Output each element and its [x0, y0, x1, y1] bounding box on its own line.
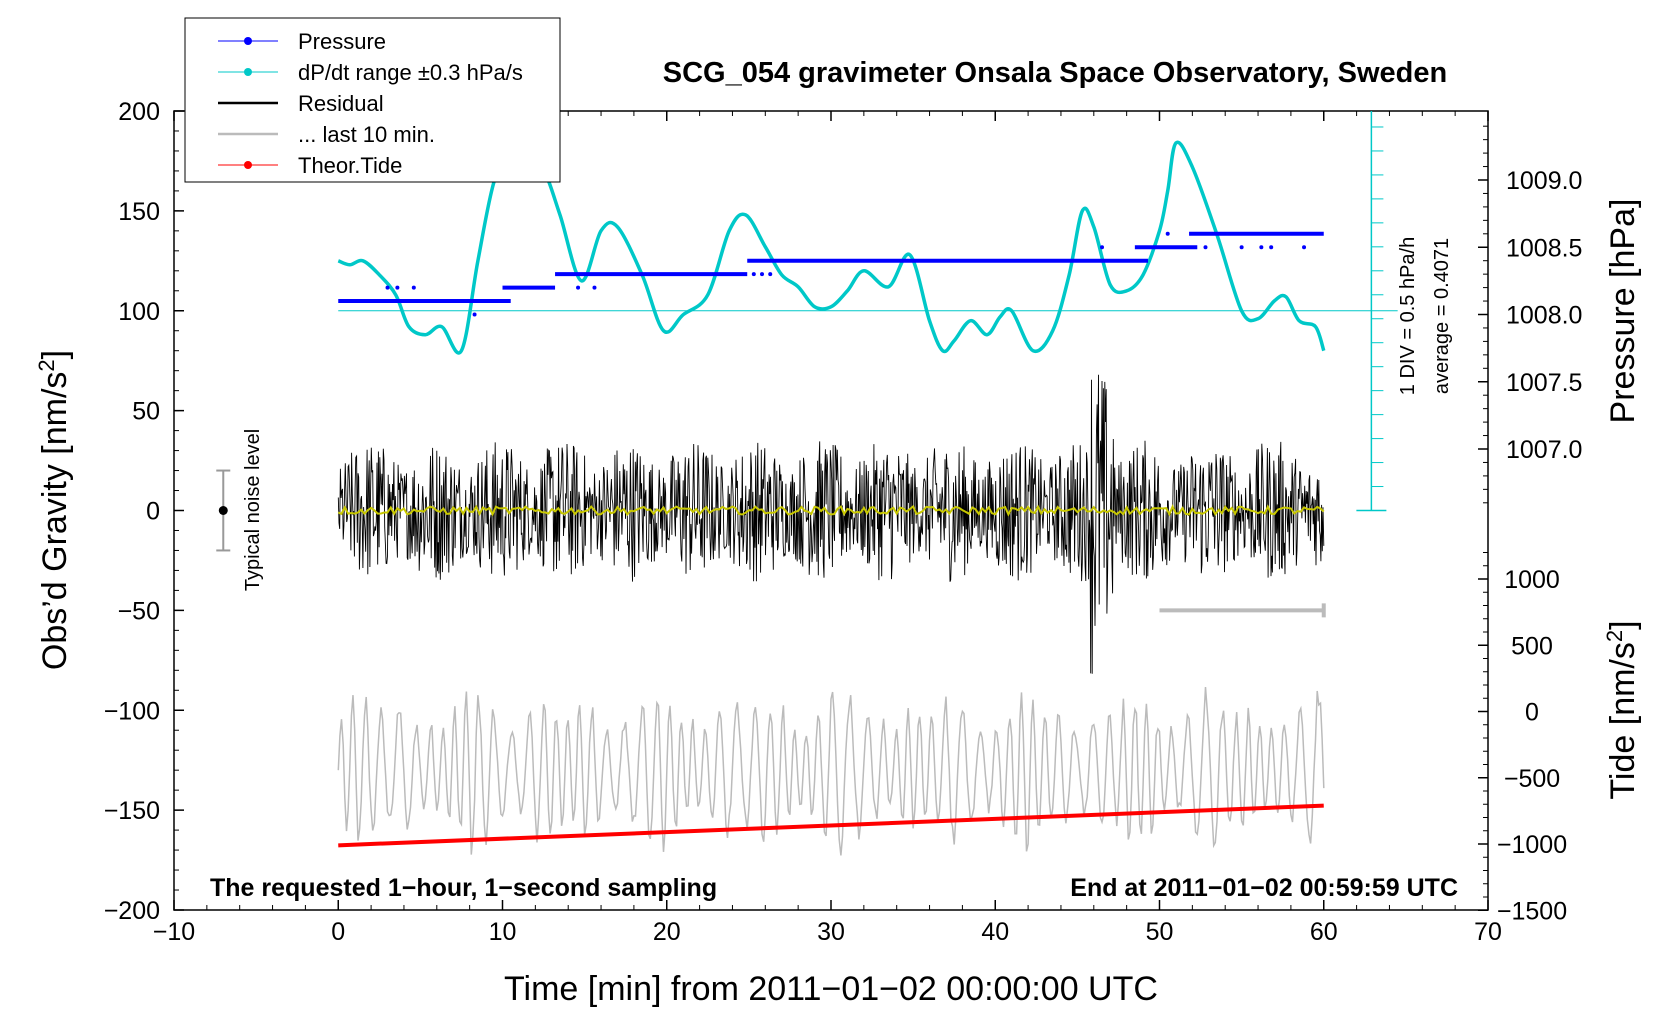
- pressure-point: [1165, 231, 1170, 236]
- dpdt-scale-bar: [338, 111, 1398, 512]
- noise-bar-center: [218, 506, 228, 515]
- tide-tick-label: −1000: [1497, 831, 1567, 859]
- x-axis-title: Time [min] from 2011−01−02 00:00:00 UTC: [504, 970, 1158, 1008]
- last10-series: [337, 603, 1326, 856]
- x-tick-label: 60: [1310, 918, 1338, 946]
- left-tick-label: 0: [146, 498, 160, 526]
- pressure-axis-ticks: 1009.0 1008.5 1008.0 1007.5 1007.0: [1478, 125, 1582, 504]
- residual-series: [337, 374, 1325, 674]
- x-tick-label: −10: [153, 918, 195, 946]
- dpdt-line: [337, 140, 1326, 355]
- x-tick-label: 10: [489, 918, 517, 946]
- pressure-point: [576, 285, 581, 290]
- tide-axis-title-end: ]: [1604, 620, 1642, 629]
- x-axis-ticks: −10 0 10 20 30 40 50 60 70: [153, 111, 1502, 946]
- tide-axis-title: Tide [nm/s2]: [1602, 620, 1642, 799]
- annotation-scale-div: 1 DIV = 0.5 hPa/h: [1397, 237, 1419, 395]
- legend-label: Residual: [298, 91, 384, 116]
- left-axis-title-main: Obs’d Gravity [nm/s: [36, 372, 74, 671]
- pressure-point: [1259, 245, 1264, 250]
- left-tick-label: 150: [118, 198, 160, 226]
- x-tick-label: 70: [1474, 918, 1502, 946]
- noise-level-bar: [216, 469, 231, 552]
- left-tick-label: 200: [118, 98, 160, 126]
- pressure-point: [760, 272, 765, 277]
- tide-line: [338, 803, 1324, 848]
- annotation-scale-average: average = 0.4071: [1431, 238, 1453, 394]
- chart-title: SCG_054 gravimeter Onsala Space Observat…: [663, 57, 1447, 89]
- pressure-point: [751, 272, 756, 277]
- pressure-tick-label: 1007.0: [1506, 436, 1582, 464]
- legend-entries: Pressure dP/dt range ±0.3 hPa/s Residual..…: [218, 29, 523, 178]
- left-axis-title-end: ]: [36, 350, 74, 359]
- left-tick-label: −100: [104, 697, 160, 725]
- legend-label: Pressure: [298, 29, 386, 54]
- annotation-sampling: The requested 1−hour, 1−second sampling: [210, 874, 717, 902]
- pressure-point: [1239, 245, 1244, 250]
- left-axis-title: Obs’d Gravity [nm/s2]: [34, 350, 74, 670]
- pressure-tick-label: 1009.0: [1506, 167, 1582, 195]
- left-axis-ticks: 200 150 100 50 0 −50 −100 −150 −200: [104, 98, 184, 925]
- pressure-point: [1269, 245, 1274, 250]
- pressure-point: [411, 285, 416, 290]
- left-tick-label: −50: [118, 597, 160, 625]
- tide-tick-label: −500: [1504, 765, 1560, 793]
- annotation-end-time: End at 2011−01−02 00:59:59 UTC: [1070, 874, 1458, 902]
- last10-line: [337, 687, 1325, 856]
- legend-swatch-marker: [244, 37, 252, 45]
- pressure-point: [1100, 245, 1105, 250]
- pressure-point: [1203, 245, 1208, 250]
- tide-axis-title-main: Tide [nm/s: [1604, 642, 1642, 799]
- tide-axis-ticks: 1000 500 0 −500 −1000 −1500: [1478, 552, 1567, 925]
- legend-swatch-marker: [244, 161, 252, 169]
- tide-tick-label: 500: [1511, 632, 1553, 660]
- x-tick-label: 0: [331, 918, 345, 946]
- tide-tick-label: 0: [1525, 699, 1539, 727]
- pressure-point: [505, 299, 510, 304]
- x-tick-label: 50: [1146, 918, 1174, 946]
- pressure-tick-label: 1007.5: [1506, 369, 1582, 397]
- x-tick-label: 40: [981, 918, 1009, 946]
- pressure-point: [768, 272, 773, 277]
- pressure-point: [395, 285, 400, 290]
- legend-box: [184, 17, 561, 183]
- pressure-tick-label: 1008.0: [1506, 302, 1582, 330]
- tide-series: [338, 803, 1324, 848]
- residual-line: [337, 374, 1325, 674]
- left-tick-label: 100: [118, 298, 160, 326]
- legend-swatch-marker: [244, 68, 252, 76]
- legend: Pressure dP/dt range ±0.3 hPa/s Residual..…: [184, 17, 561, 183]
- legend-label: ... last 10 min.: [298, 122, 435, 147]
- pressure-series: [338, 231, 1324, 317]
- pressure-point: [1302, 245, 1307, 250]
- x-tick-label: 20: [653, 918, 681, 946]
- dpdt-series: [337, 140, 1326, 355]
- x-tick-label: 30: [817, 918, 845, 946]
- left-tick-label: −150: [104, 797, 160, 825]
- pressure-axis-title: Pressure [hPa]: [1604, 199, 1642, 424]
- left-tick-label: −200: [104, 897, 160, 925]
- pressure-point: [472, 312, 477, 317]
- tide-tick-label: 1000: [1504, 566, 1560, 594]
- tide-axis-title-sup: 2: [1602, 630, 1627, 642]
- legend-label: Theor.Tide: [298, 153, 402, 178]
- annotation-noise-level: Typical noise level: [242, 429, 264, 591]
- pressure-tick-label: 1008.5: [1506, 234, 1582, 262]
- residual-mean-line: [337, 504, 1325, 517]
- legend-label: dP/dt range ±0.3 hPa/s: [298, 60, 523, 85]
- left-tick-label: 50: [132, 398, 160, 426]
- tide-tick-label: −1500: [1497, 897, 1567, 925]
- pressure-point: [485, 299, 490, 304]
- pressure-point: [592, 285, 597, 290]
- pressure-point: [385, 285, 390, 290]
- left-axis-title-sup: 2: [34, 359, 59, 371]
